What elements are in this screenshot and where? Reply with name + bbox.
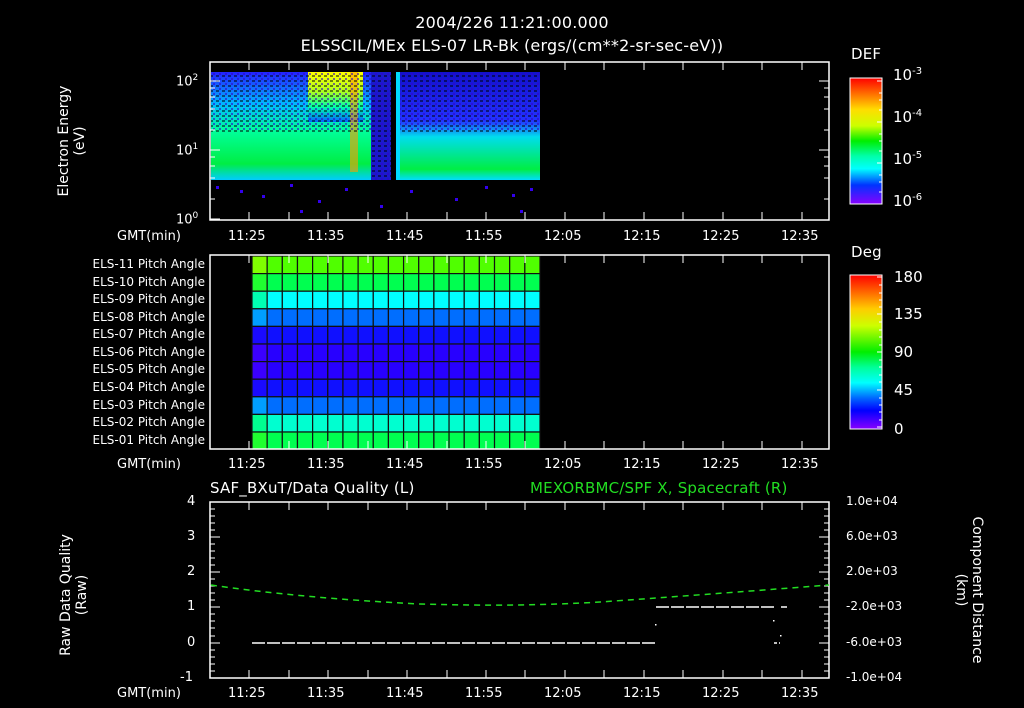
quality-right-ylabel-line1: Component Distance <box>969 516 985 664</box>
xtick: 11:25 <box>228 229 266 244</box>
data-quality-line <box>252 606 787 644</box>
deg-colorbar <box>849 274 883 430</box>
xtick: 11:55 <box>465 686 503 701</box>
deg-tick: 0 <box>894 420 904 438</box>
deg-colorbar-title: Deg <box>851 243 882 261</box>
quality-left-ylabel-line1: Raw Data Quality <box>58 534 74 656</box>
ytick: 4 <box>187 494 196 509</box>
pitch-row-label: ELS-10 Pitch Angle <box>92 275 205 289</box>
pitch-xlabel: GMT(min) <box>117 457 181 472</box>
ytick: 1.0e+04 <box>846 494 898 508</box>
pitch-row-label: ELS-01 Pitch Angle <box>92 433 205 447</box>
quality-right-ylabel-line2: (km) <box>953 573 969 607</box>
xtick: 11:35 <box>307 457 345 472</box>
pitch-row-label: ELS-08 Pitch Angle <box>92 310 205 324</box>
ytick: 6.0e+03 <box>846 529 898 543</box>
xtick: 11:35 <box>307 686 345 701</box>
energy-xlabel: GMT(min) <box>117 229 181 244</box>
xtick: 12:15 <box>623 686 661 701</box>
pitch-row-label: ELS-03 Pitch Angle <box>92 398 205 412</box>
xtick: 12:15 <box>623 229 661 244</box>
time-title: 2004/226 11:21:00.000 <box>415 13 609 32</box>
energy-x-ticks <box>248 62 803 220</box>
pitch-row-label: ELS-02 Pitch Angle <box>92 415 205 429</box>
pitch-row-label: ELS-05 Pitch Angle <box>92 362 205 376</box>
xtick: 12:35 <box>781 686 819 701</box>
spacecraft-x-line <box>210 584 830 606</box>
def-colorbar-title: DEF <box>851 45 882 63</box>
pitch-row-label: ELS-07 Pitch Angle <box>92 327 205 341</box>
energy-y-ticks <box>210 80 829 220</box>
ytick: 1 <box>187 599 196 614</box>
dataset-title: ELSSCIL/MEx ELS-07 LR-Bk (ergs/(cm**2-sr… <box>300 36 724 55</box>
xtick: 11:45 <box>386 686 424 701</box>
xtick: 11:35 <box>307 229 345 244</box>
xtick: 12:05 <box>544 229 582 244</box>
xtick: 12:05 <box>544 457 582 472</box>
deg-tick: 45 <box>894 381 914 399</box>
def-tick: 10-5 <box>893 150 923 168</box>
quality-left-ylabel-line2: (Raw) <box>74 574 90 616</box>
pitch-row-label: ELS-04 Pitch Angle <box>92 380 205 394</box>
quality-axes <box>209 501 830 679</box>
ytick: 0 <box>187 635 196 650</box>
def-colorbar <box>849 77 883 205</box>
xtick: 12:15 <box>623 457 661 472</box>
energy-ytick-100: 102 <box>176 73 199 90</box>
ytick: -1.0e+04 <box>846 670 903 684</box>
energy-spectrogram <box>211 72 540 213</box>
energy-ytick-10: 101 <box>176 142 199 159</box>
quality-right-title: MEXORBMC/SPF X, Spacecraft (R) <box>530 479 788 497</box>
xtick: 12:05 <box>544 686 582 701</box>
xtick: 11:55 <box>465 457 503 472</box>
ytick: 3 <box>187 529 196 544</box>
ytick: -6.0e+03 <box>846 635 903 649</box>
xtick: 11:45 <box>386 457 424 472</box>
ytick: 2.0e+03 <box>846 564 898 578</box>
xtick: 12:25 <box>702 229 740 244</box>
def-tick: 10-4 <box>893 108 923 126</box>
pitch-row-label: ELS-11 Pitch Angle <box>92 257 205 271</box>
ytick: -2.0e+03 <box>846 599 903 613</box>
energy-ytick-1: 100 <box>176 211 199 228</box>
deg-tick: 90 <box>894 343 914 361</box>
xtick: 12:35 <box>781 457 819 472</box>
pitch-row-label: ELS-06 Pitch Angle <box>92 345 205 359</box>
pitch-angle-grid <box>251 255 541 451</box>
energy-axes <box>209 61 830 221</box>
quality-right-ylabel: Component Distance (km) <box>953 502 985 678</box>
deg-tick: 135 <box>894 305 923 323</box>
quality-xlabel: GMT(min) <box>117 686 181 701</box>
def-tick: 10-6 <box>893 192 923 210</box>
xtick: 12:35 <box>781 229 819 244</box>
pitch-axes <box>209 254 830 450</box>
xtick: 11:45 <box>386 229 424 244</box>
ytick: -1 <box>180 670 193 685</box>
quality-left-title: SAF_BXuT/Data Quality (L) <box>210 479 415 497</box>
xtick: 11:25 <box>228 457 266 472</box>
xtick: 11:55 <box>465 229 503 244</box>
xtick: 12:25 <box>702 457 740 472</box>
deg-tick: 180 <box>894 268 923 286</box>
xtick: 11:25 <box>228 686 266 701</box>
def-tick: 10-3 <box>893 66 923 84</box>
pitch-row-label: ELS-09 Pitch Angle <box>92 292 205 306</box>
quality-left-ylabel: Raw Data Quality (Raw) <box>58 510 90 680</box>
xtick: 12:25 <box>702 686 740 701</box>
ytick: 2 <box>187 564 196 579</box>
